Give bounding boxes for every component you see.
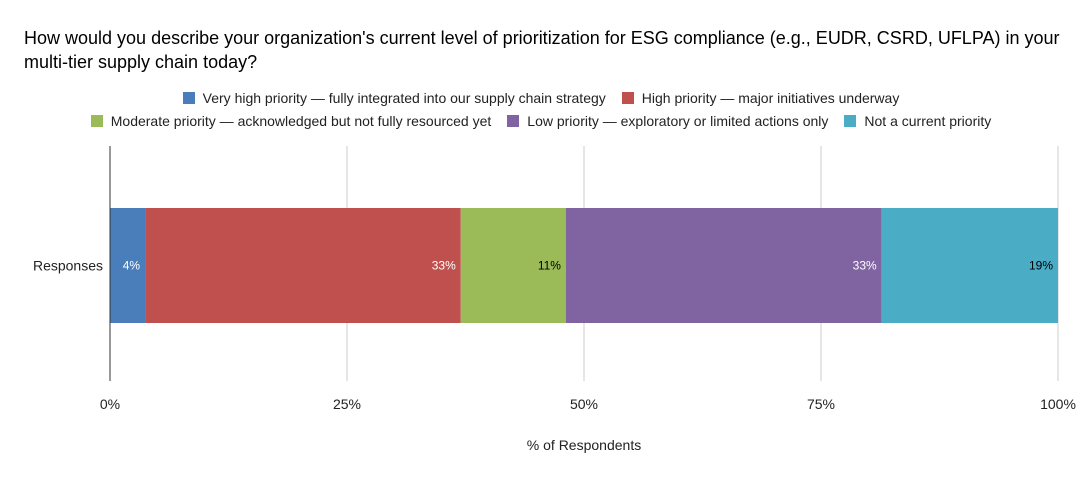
x-tick-label-75: 75%: [807, 396, 835, 412]
x-tick-labels: 0% 25% 50% 75% 100%: [100, 396, 1076, 412]
legend-item-high: High priority — major initiatives underw…: [621, 90, 900, 106]
bar-segment-2: [460, 208, 566, 323]
legend-swatch-very-high: [182, 92, 195, 104]
data-label-0: 4%: [123, 259, 141, 273]
legend-swatch-high: [621, 92, 634, 104]
legend-swatch-moderate: [90, 115, 103, 127]
x-tick-label-100: 100%: [1040, 396, 1076, 412]
legend-row-1: Very high priority — fully integrated in…: [0, 90, 1082, 106]
data-label-3: 33%: [853, 259, 877, 273]
bar-segment-3: [565, 208, 882, 323]
legend-item-not-current: Not a current priority: [844, 113, 991, 129]
x-tick-label-0: 0%: [100, 396, 120, 412]
legend-item-low: Low priority — exploratory or limited ac…: [507, 113, 828, 129]
legend-label-low: Low priority — exploratory or limited ac…: [527, 113, 829, 129]
x-tick-label-50: 50%: [570, 396, 598, 412]
legend-label-high: High priority — major initiatives underw…: [641, 90, 900, 106]
legend-label-very-high: Very high priority — fully integrated in…: [202, 90, 606, 106]
data-labels: 4% 33% 11% 33% 19%: [123, 259, 1054, 273]
x-tick-label-25: 25%: [333, 396, 361, 412]
legend-label-not-current: Not a current priority: [864, 113, 992, 129]
category-label: Responses: [33, 258, 103, 274]
bar-segment-1: [145, 208, 461, 323]
legend-row-2: Moderate priority — acknowledged but not…: [0, 113, 1082, 129]
legend-item-moderate: Moderate priority — acknowledged but not…: [90, 113, 492, 129]
legend-swatch-low: [507, 115, 520, 127]
bar-segments: [110, 208, 1058, 323]
data-label-4: 19%: [1029, 259, 1053, 273]
data-label-2: 11%: [538, 259, 561, 273]
data-label-1: 33%: [432, 259, 456, 273]
legend-swatch-not-current: [844, 115, 857, 127]
chart-title: How would you describe your organization…: [24, 28, 1060, 72]
bar-segment-0: [110, 208, 146, 323]
x-axis-title: % of Respondents: [527, 437, 641, 453]
legend-label-moderate: Moderate priority — acknowledged but not…: [110, 113, 492, 129]
bar-segment-4: [881, 208, 1058, 323]
legend-item-very-high: Very high priority — fully integrated in…: [182, 90, 606, 106]
